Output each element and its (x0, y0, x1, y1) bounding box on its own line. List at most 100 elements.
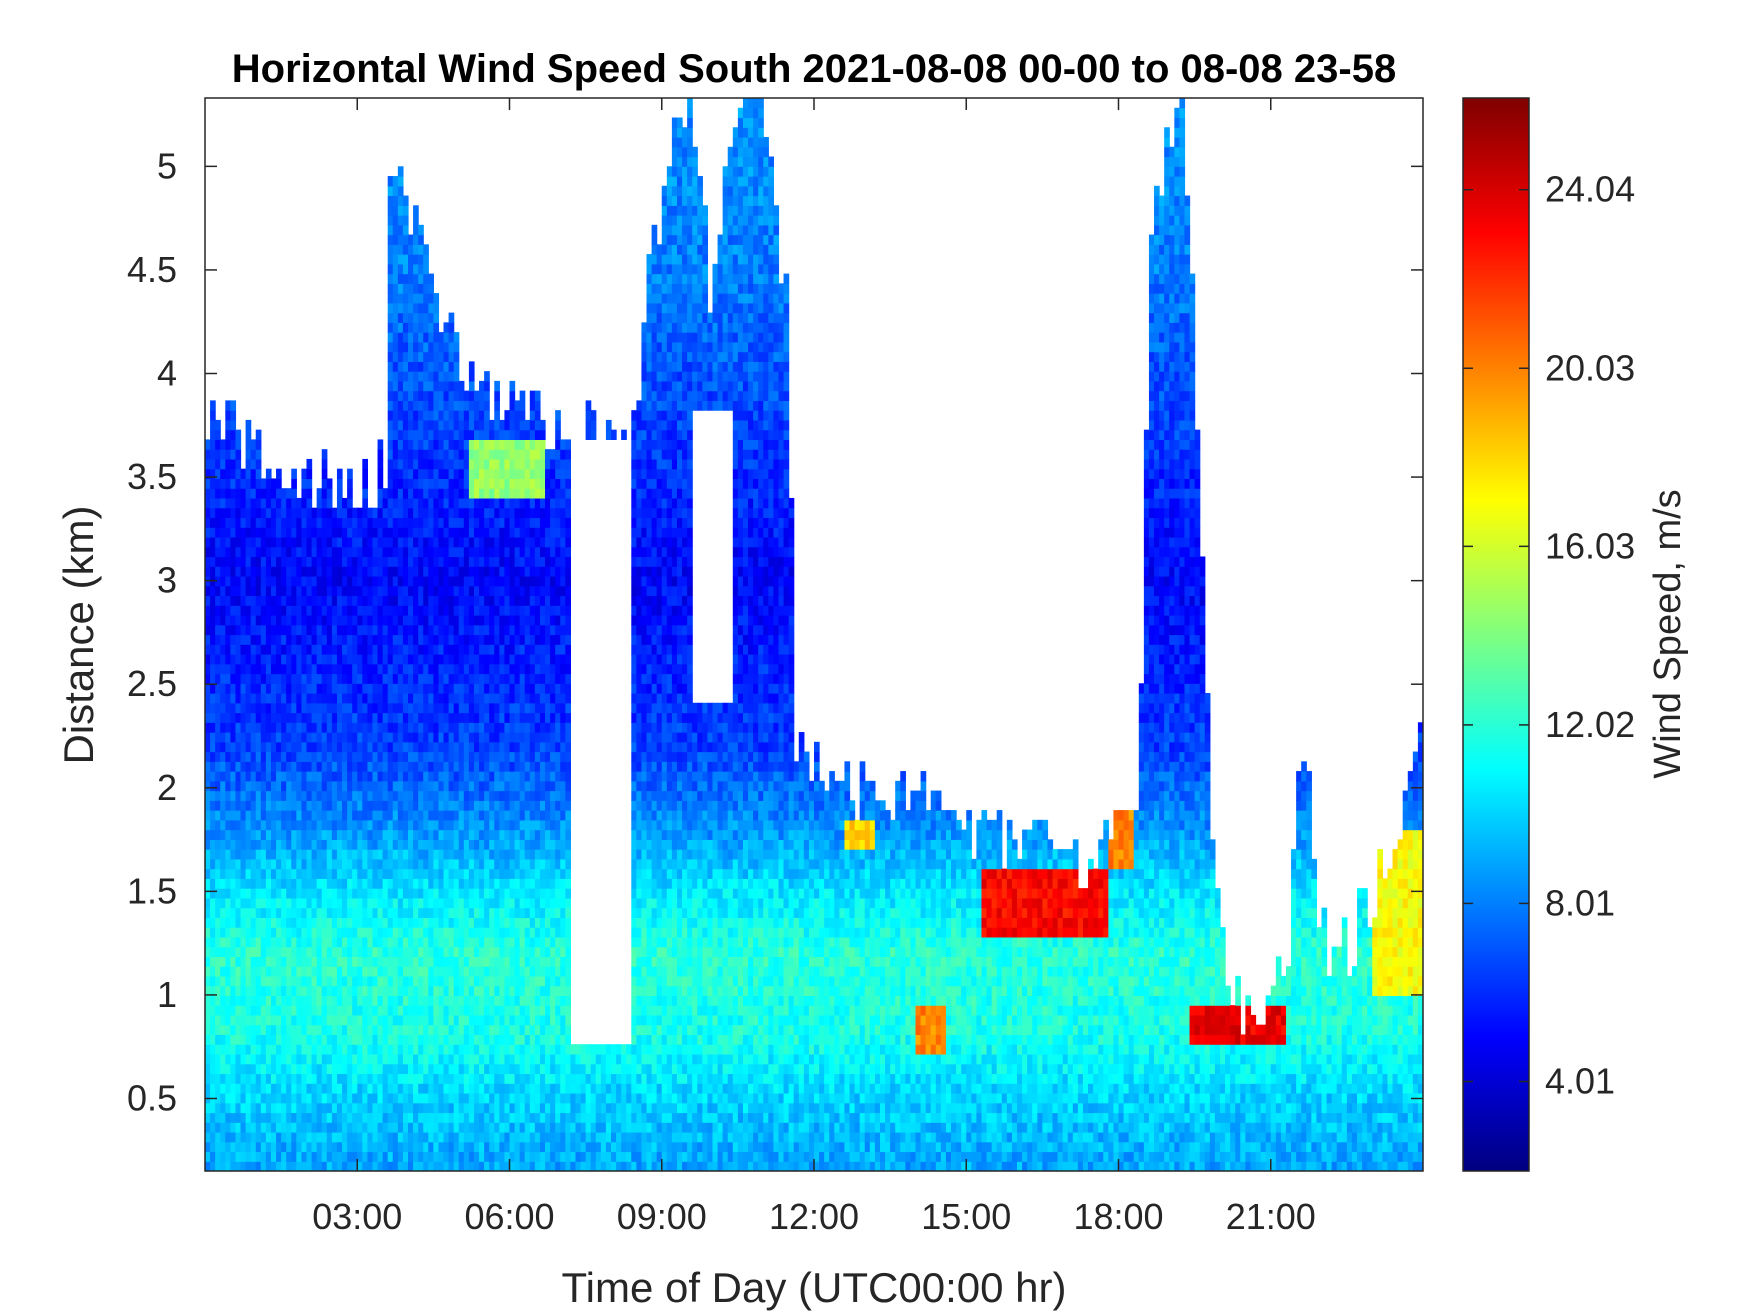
heatmap-cell (352, 936, 358, 948)
heatmap-cell (205, 1151, 211, 1162)
heatmap-cell (524, 1034, 531, 1045)
heatmap-cell (326, 1122, 333, 1133)
heatmap-cell (489, 849, 495, 860)
heatmap-cell (210, 400, 216, 411)
heatmap-cell (382, 1161, 389, 1171)
heatmap-cell (240, 761, 247, 772)
heatmap-cell (225, 1122, 231, 1133)
heatmap-cell (352, 536, 358, 548)
heatmap-cell (468, 888, 475, 899)
heatmap-cell (514, 1161, 521, 1171)
heatmap-cell (397, 1092, 404, 1104)
heatmap-cell (418, 1141, 424, 1153)
heatmap-cell (291, 634, 297, 645)
heatmap-cell (448, 829, 455, 840)
heatmap-cell (463, 566, 470, 577)
heatmap-cell (306, 761, 313, 772)
heatmap-cell (250, 624, 257, 636)
heatmap-cell (311, 761, 318, 772)
heatmap-cell (433, 536, 440, 548)
heatmap-cell (352, 790, 358, 801)
heatmap-cell (387, 546, 394, 558)
heatmap-cell (377, 1112, 384, 1123)
heatmap-cell (392, 566, 399, 577)
heatmap-cell (418, 907, 424, 918)
heatmap-cell (433, 917, 440, 928)
heatmap-cell (489, 868, 495, 879)
heatmap-cell (408, 497, 414, 509)
heatmap-cell (296, 946, 303, 957)
heatmap-cell (463, 614, 470, 626)
heatmap-cell (362, 761, 368, 772)
heatmap-cell (509, 419, 516, 431)
heatmap-cell (453, 819, 460, 831)
heatmap-cell (372, 634, 379, 645)
heatmap-cell (489, 595, 495, 606)
heatmap-cell (230, 780, 237, 792)
heatmap-cell (377, 614, 384, 626)
heatmap-cell (382, 751, 389, 762)
heatmap-cell (509, 819, 516, 831)
heatmap-cell (438, 380, 445, 392)
heatmap-cell (235, 985, 242, 997)
heatmap-cell (347, 780, 353, 792)
heatmap-cell (377, 1073, 384, 1084)
heatmap-cell (362, 605, 368, 616)
heatmap-cell (387, 936, 394, 948)
heatmap-cell (468, 927, 475, 938)
heatmap-cell (205, 985, 211, 997)
heatmap-cell (260, 527, 267, 538)
heatmap-cell (418, 410, 424, 421)
heatmap-cell (458, 790, 465, 801)
heatmap-cell (331, 917, 338, 928)
heatmap-cell (306, 722, 313, 733)
heatmap-cell (499, 966, 506, 977)
heatmap-cell (245, 1073, 252, 1084)
heatmap-cell (392, 224, 399, 236)
heatmap-cell (423, 966, 429, 977)
heatmap-cell (443, 1014, 450, 1026)
heatmap-cell (296, 732, 303, 743)
heatmap-cell (377, 985, 384, 997)
heatmap-cell (504, 1005, 511, 1016)
heatmap-cell (397, 1131, 404, 1143)
heatmap-cell (210, 712, 216, 723)
heatmap-cell (402, 1053, 409, 1065)
heatmap-cell (347, 888, 353, 899)
heatmap-cell (443, 741, 450, 753)
heatmap-cell (484, 497, 490, 509)
heatmap-cell (316, 868, 323, 879)
heatmap-cell (265, 566, 272, 577)
heatmap-cell (296, 790, 303, 801)
heatmap-cell (352, 517, 358, 528)
heatmap-cell (372, 946, 379, 957)
heatmap-cell (205, 683, 211, 694)
heatmap-cell (463, 663, 470, 675)
heatmap-cell (418, 1063, 424, 1075)
heatmap-cell (281, 595, 287, 606)
heatmap-cell (438, 712, 445, 723)
heatmap-cell (372, 654, 379, 665)
heatmap-cell (408, 488, 414, 499)
heatmap-cell (448, 732, 455, 743)
heatmap-cell (489, 741, 495, 753)
heatmap-cell (504, 1014, 511, 1026)
heatmap-cell (210, 1014, 216, 1026)
heatmap-cell (265, 644, 272, 655)
heatmap-cell (423, 536, 429, 548)
heatmap-cell (489, 985, 495, 997)
heatmap-cell (448, 400, 455, 411)
heatmap-cell (347, 810, 353, 821)
heatmap-cell (499, 1034, 506, 1045)
heatmap-cell (372, 1014, 379, 1026)
heatmap-cell (484, 829, 490, 840)
heatmap-cell (255, 575, 262, 587)
heatmap-cell (494, 1122, 500, 1133)
heatmap-cell (220, 761, 226, 772)
heatmap-cell (463, 1073, 470, 1084)
heatmap-cell (473, 390, 480, 401)
heatmap-cell (468, 1014, 475, 1026)
heatmap-cell (357, 566, 363, 577)
heatmap-cell (473, 654, 480, 665)
heatmap-cell (494, 673, 500, 684)
